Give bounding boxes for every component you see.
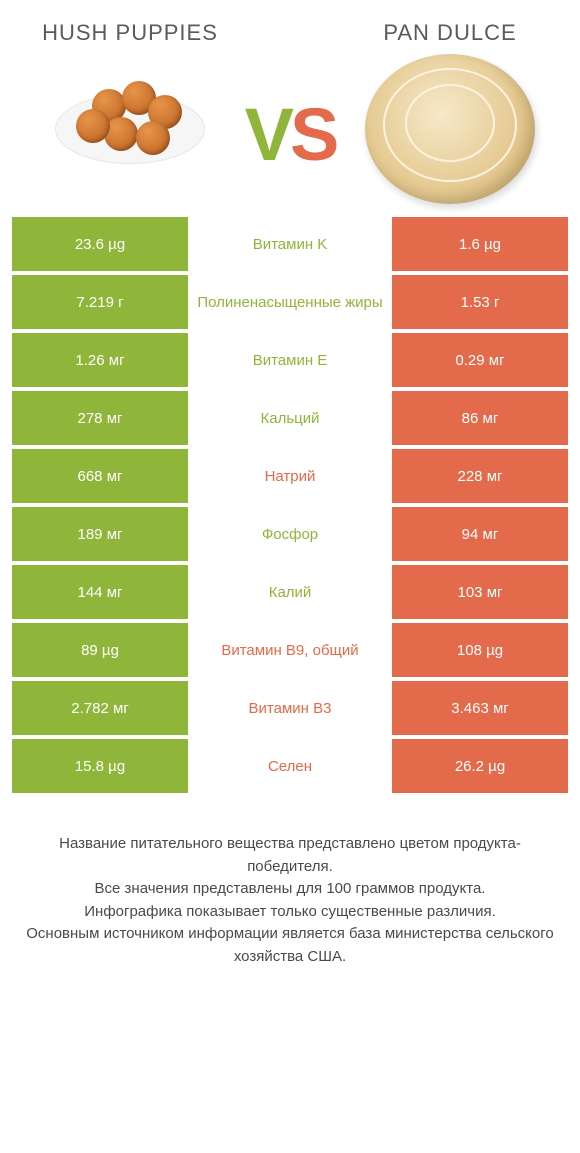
left-value: 144 мг [12, 565, 188, 619]
nutrient-row: 278 мгКальций86 мг [12, 391, 568, 445]
right-food-title: PAN DULCE [350, 20, 550, 45]
nutrient-label: Фосфор [188, 507, 392, 561]
left-food-column: HUSH PUPPIES [30, 20, 230, 199]
right-value: 1.53 г [392, 275, 568, 329]
left-food-title: HUSH PUPPIES [30, 20, 230, 45]
nutrient-label: Полиненасыщенные жиры [188, 275, 392, 329]
nutrient-label: Витамин K [188, 217, 392, 271]
left-value: 7.219 г [12, 275, 188, 329]
left-value: 668 мг [12, 449, 188, 503]
footer-line: Название питательного вещества представл… [22, 833, 558, 878]
left-value: 278 мг [12, 391, 188, 445]
left-value: 89 µg [12, 623, 188, 677]
vs-v: V [245, 93, 290, 176]
nutrient-row: 668 мгНатрий228 мг [12, 449, 568, 503]
right-value: 1.6 µg [392, 217, 568, 271]
footer-line: Все значения представлены для 100 граммо… [22, 878, 558, 901]
nutrient-row: 89 µgВитамин B9, общий108 µg [12, 623, 568, 677]
nutrient-label: Калий [188, 565, 392, 619]
nutrient-label: Натрий [188, 449, 392, 503]
nutrient-label: Витамин E [188, 333, 392, 387]
nutrient-row: 189 мгФосфор94 мг [12, 507, 568, 561]
left-value: 1.26 мг [12, 333, 188, 387]
nutrient-row: 2.782 мгВитамин B33.463 мг [12, 681, 568, 735]
nutrient-row: 7.219 гПолиненасыщенные жиры1.53 г [12, 275, 568, 329]
nutrient-comparison-table: 23.6 µgВитамин K1.6 µg7.219 гПолиненасыщ… [12, 217, 568, 793]
right-value: 86 мг [392, 391, 568, 445]
vs-label: VS [245, 92, 336, 177]
nutrient-label: Витамин B9, общий [188, 623, 392, 677]
left-value: 2.782 мг [12, 681, 188, 735]
nutrient-label: Кальций [188, 391, 392, 445]
hush-puppies-image [30, 59, 230, 199]
right-value: 228 мг [392, 449, 568, 503]
footer-line: Инфографика показывает только существенн… [22, 901, 558, 924]
right-value: 94 мг [392, 507, 568, 561]
footer-notes: Название питательного вещества представл… [22, 833, 558, 968]
nutrient-label: Витамин B3 [188, 681, 392, 735]
right-value: 108 µg [392, 623, 568, 677]
left-value: 189 мг [12, 507, 188, 561]
left-value: 23.6 µg [12, 217, 188, 271]
vs-s: S [290, 93, 335, 176]
nutrient-row: 1.26 мгВитамин E0.29 мг [12, 333, 568, 387]
nutrient-row: 144 мгКалий103 мг [12, 565, 568, 619]
pan-dulce-image [350, 59, 550, 199]
right-value: 26.2 µg [392, 739, 568, 793]
right-value: 0.29 мг [392, 333, 568, 387]
right-value: 103 мг [392, 565, 568, 619]
footer-line: Основным источником информации является … [22, 923, 558, 968]
left-value: 15.8 µg [12, 739, 188, 793]
nutrient-row: 15.8 µgСелен26.2 µg [12, 739, 568, 793]
comparison-header: HUSH PUPPIES VS PAN DULCE [0, 0, 580, 209]
nutrient-label: Селен [188, 739, 392, 793]
nutrient-row: 23.6 µgВитамин K1.6 µg [12, 217, 568, 271]
right-value: 3.463 мг [392, 681, 568, 735]
right-food-column: PAN DULCE [350, 20, 550, 199]
